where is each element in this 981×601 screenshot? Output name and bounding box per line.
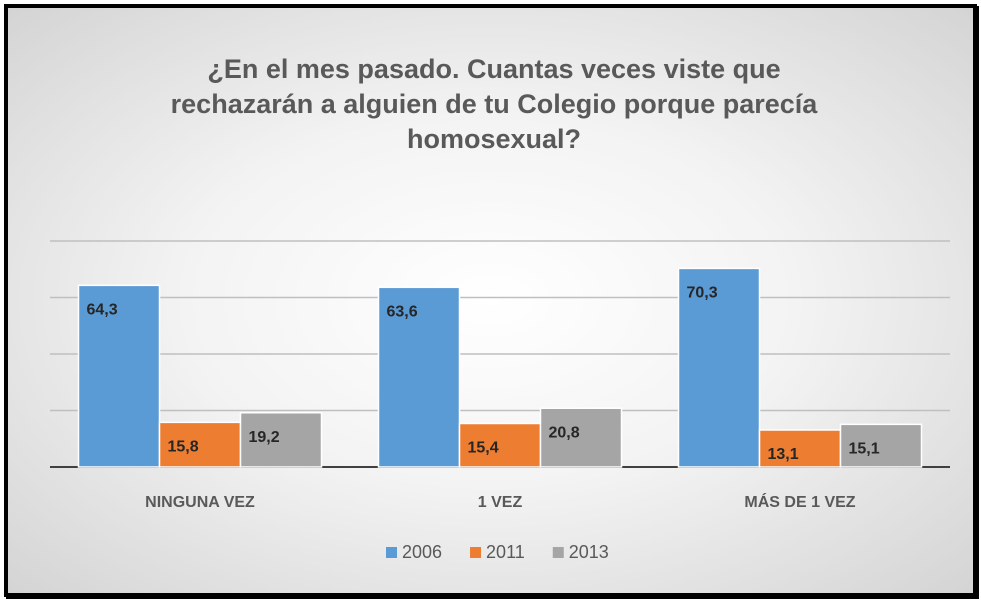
data-label: 13,1	[768, 446, 799, 463]
legend-swatch	[552, 547, 564, 558]
data-label: 64,3	[87, 302, 118, 319]
data-label: 19,2	[249, 429, 280, 446]
legend-label: 2006	[402, 542, 442, 562]
x-tick-label: NINGUNA VEZ	[145, 494, 255, 511]
legend-swatch	[386, 547, 397, 558]
bar	[158, 421, 242, 468]
chart-title: ¿En el mes pasado. Cuantas veces viste q…	[170, 54, 818, 154]
legend-swatch	[470, 547, 482, 558]
bar	[458, 422, 542, 468]
chart: NINGUNA VEZ 64,3 15,8 19,2 1 VEZ 63,6 15,4 20,8…	[50, 240, 950, 562]
bar	[677, 267, 761, 468]
data-label: 63,6	[387, 304, 418, 321]
legend-label: 2013	[569, 542, 609, 562]
data-label: 15,1	[849, 441, 880, 458]
x-tick-label: MÁS DE 1 VEZ	[744, 492, 855, 511]
x-tick-label: 1 VEZ	[478, 494, 523, 511]
legend-label: 2011	[486, 542, 525, 562]
bar	[239, 412, 323, 468]
bar	[539, 407, 623, 468]
data-label: 20,8	[549, 424, 580, 441]
bar	[77, 284, 161, 468]
chart-frame: NINGUNA VEZ 64,3 15,8 19,2 1 VEZ 63,6 15,4 20,8…	[4, 4, 977, 597]
data-label: 70,3	[687, 285, 718, 302]
bar	[377, 286, 461, 468]
bar	[758, 429, 842, 468]
bar	[839, 423, 923, 468]
data-label: 15,4	[468, 440, 499, 457]
data-label: 15,8	[168, 439, 199, 456]
